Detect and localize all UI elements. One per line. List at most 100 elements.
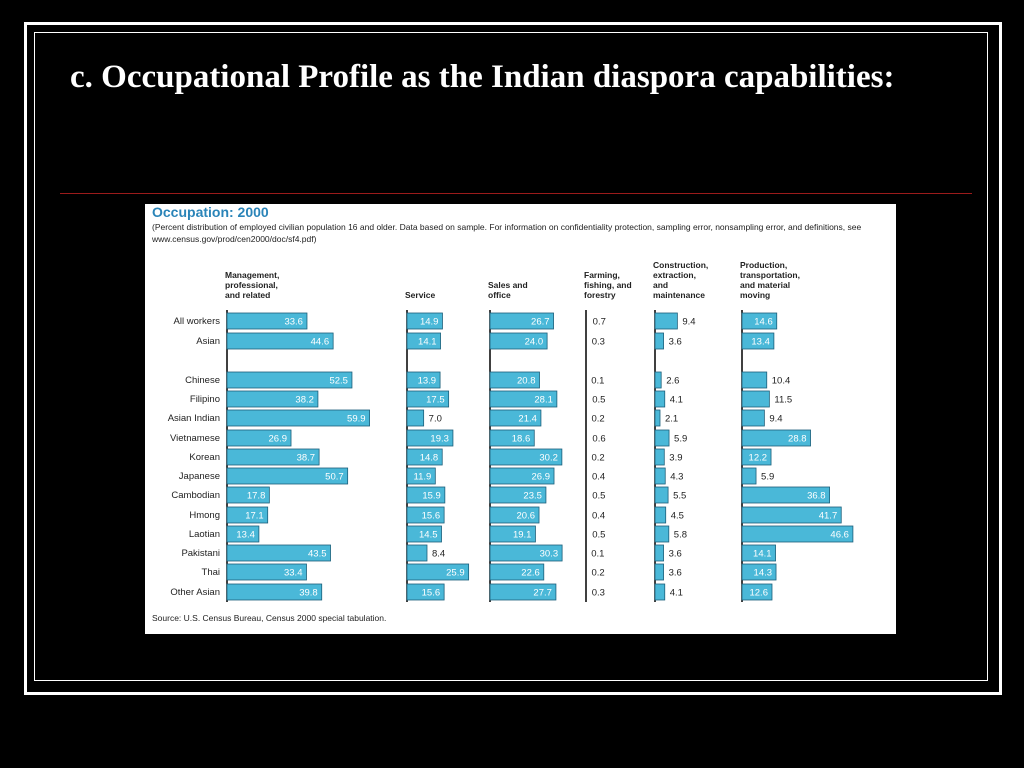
- category-label: Filipino: [190, 394, 220, 405]
- data-bar: [654, 467, 666, 485]
- data-label: 46.6: [830, 530, 849, 541]
- data-bar: [226, 448, 320, 466]
- data-bar: [406, 332, 441, 350]
- data-label: 14.1: [418, 337, 437, 348]
- data-bar: [406, 467, 436, 485]
- data-label: 19.1: [513, 530, 532, 541]
- series-header-label: maintenance: [653, 290, 705, 300]
- data-bar: [489, 506, 540, 524]
- data-label: 30.2: [539, 453, 558, 464]
- figure-source: Source: U.S. Census Bureau, Census 2000 …: [152, 613, 387, 623]
- category-label: Chinese: [185, 375, 220, 386]
- data-label: 28.1: [534, 395, 553, 406]
- series-header-label: Service: [405, 290, 436, 300]
- data-label: 0.4: [592, 511, 605, 522]
- series-header-label: transportation,: [740, 270, 800, 280]
- data-label: 7.0: [429, 414, 442, 425]
- data-label: 13.4: [751, 337, 770, 348]
- data-label: 22.6: [521, 568, 540, 579]
- data-bar: [226, 486, 270, 504]
- figure-title: Occupation: 2000: [152, 204, 269, 220]
- data-label: 44.6: [311, 337, 330, 348]
- data-label: 14.3: [754, 568, 773, 579]
- category-label: Vietnamese: [170, 433, 220, 444]
- data-bar: [489, 486, 547, 504]
- category-label: Asian: [196, 336, 220, 347]
- series-header-label: Sales and: [488, 280, 528, 290]
- data-label: 0.5: [592, 491, 605, 502]
- series-header-label: extraction,: [653, 270, 696, 280]
- data-bar: [406, 409, 425, 427]
- category-label: Cambodian: [171, 490, 220, 501]
- data-bar: [406, 390, 450, 408]
- data-label: 14.8: [420, 453, 439, 464]
- data-label: 25.9: [446, 568, 465, 579]
- series-header-label: and related: [225, 290, 270, 300]
- data-label: 0.2: [591, 453, 604, 464]
- data-bar: [406, 371, 441, 389]
- data-label: 0.1: [591, 376, 604, 387]
- data-bar: [226, 467, 349, 485]
- data-bar: [489, 371, 540, 389]
- data-label: 15.9: [422, 491, 441, 502]
- data-bar: [226, 371, 353, 389]
- data-label: 15.6: [422, 588, 441, 599]
- category-label: Other Asian: [170, 587, 220, 598]
- data-bar: [489, 448, 563, 466]
- data-bar: [406, 544, 428, 562]
- series-header-label: fishing, and: [584, 280, 632, 290]
- data-label: 12.2: [749, 453, 768, 464]
- data-label: 9.4: [769, 414, 782, 425]
- data-bar: [226, 583, 323, 601]
- data-bar: [741, 506, 842, 524]
- slide-frame-inner: [34, 32, 988, 681]
- data-label: 20.8: [517, 376, 536, 387]
- data-bar: [226, 525, 260, 543]
- data-bar: [406, 506, 445, 524]
- category-label: Laotian: [189, 529, 220, 540]
- data-bar: [489, 525, 536, 543]
- data-bar: [226, 563, 307, 581]
- occupation-chart: Management,professional,and related Servi…: [168, 260, 854, 602]
- data-label: 52.5: [329, 376, 348, 387]
- data-label: 11.9: [414, 472, 432, 483]
- data-bar: [489, 312, 554, 330]
- data-label: 2.1: [665, 414, 678, 425]
- data-bar: [406, 448, 443, 466]
- data-label: 2.6: [666, 376, 679, 387]
- data-bar: [489, 332, 548, 350]
- data-bar: [226, 332, 334, 350]
- category-label: All workers: [174, 316, 221, 327]
- data-label: 0.2: [591, 414, 604, 425]
- data-label: 12.6: [749, 588, 768, 599]
- data-bar: [226, 544, 331, 562]
- data-label: 17.1: [245, 511, 264, 522]
- category-label: Japanese: [179, 471, 220, 482]
- data-bar: [489, 429, 535, 447]
- data-bar: [741, 312, 778, 330]
- data-label: 20.6: [517, 511, 536, 522]
- data-bar: [654, 525, 670, 543]
- data-label: 8.4: [432, 549, 445, 560]
- category-label: Hmong: [189, 510, 220, 521]
- series-header-label: office: [488, 290, 511, 300]
- data-label: 0.4: [592, 472, 605, 483]
- data-label: 27.7: [533, 588, 552, 599]
- data-label: 43.5: [308, 549, 327, 560]
- data-label: 4.1: [670, 588, 683, 599]
- data-label: 14.6: [754, 317, 773, 328]
- data-bar: [654, 390, 666, 408]
- data-label: 0.6: [592, 434, 605, 445]
- series-header-label: professional,: [225, 280, 278, 290]
- data-bar: [741, 332, 775, 350]
- data-bar: [406, 429, 454, 447]
- data-bar: [741, 583, 773, 601]
- data-label: 5.5: [673, 491, 686, 502]
- data-bar: [406, 312, 443, 330]
- data-label: 17.8: [247, 491, 266, 502]
- data-label: 17.5: [426, 395, 445, 406]
- data-label: 21.4: [518, 414, 537, 425]
- data-bar: [654, 332, 664, 350]
- data-label: 10.4: [772, 376, 791, 387]
- series-header-label: moving: [740, 290, 770, 300]
